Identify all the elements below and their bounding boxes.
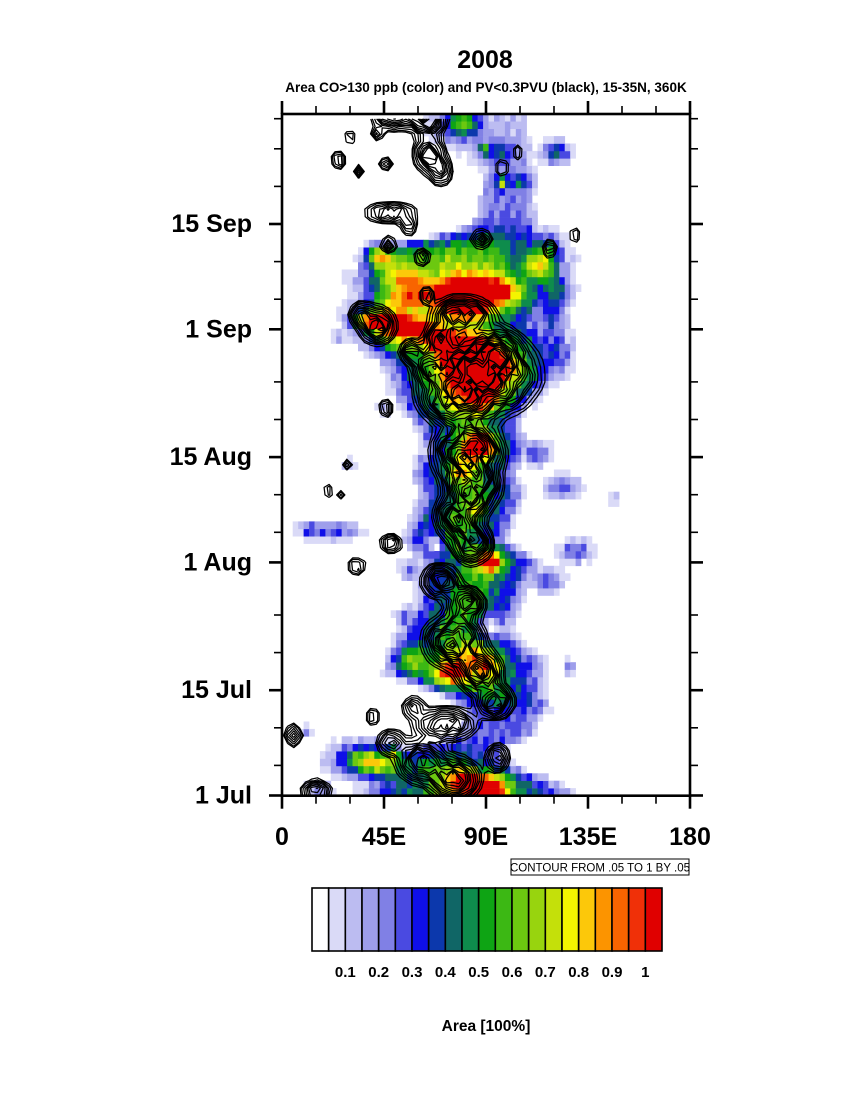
svg-text:15 Sep: 15 Sep: [171, 210, 252, 238]
svg-text:Area [100%]: Area [100%]: [442, 1018, 531, 1035]
svg-text:0.5: 0.5: [468, 964, 489, 981]
svg-text:0.4: 0.4: [435, 964, 457, 981]
svg-text:0.7: 0.7: [535, 964, 556, 981]
svg-text:0: 0: [275, 823, 289, 851]
svg-text:2008: 2008: [457, 46, 513, 74]
svg-text:1: 1: [641, 964, 649, 981]
svg-text:0.8: 0.8: [568, 964, 589, 981]
svg-text:15 Jul: 15 Jul: [181, 676, 252, 704]
svg-text:Area CO>130 ppb (color) and PV: Area CO>130 ppb (color) and PV<0.3PVU (b…: [285, 80, 687, 95]
svg-text:45E: 45E: [362, 823, 406, 851]
svg-text:90E: 90E: [464, 823, 508, 851]
svg-text:1 Sep: 1 Sep: [185, 315, 252, 343]
svg-text:0.9: 0.9: [602, 964, 623, 981]
svg-text:1 Jul: 1 Jul: [195, 782, 252, 810]
svg-text:135E: 135E: [559, 823, 617, 851]
svg-text:CONTOUR FROM .05 TO 1 BY .05: CONTOUR FROM .05 TO 1 BY .05: [510, 863, 690, 875]
svg-text:15 Aug: 15 Aug: [170, 443, 252, 471]
svg-text:1 Aug: 1 Aug: [183, 548, 252, 576]
svg-text:0.1: 0.1: [335, 964, 356, 981]
svg-text:0.2: 0.2: [368, 964, 389, 981]
svg-text:0.6: 0.6: [502, 964, 523, 981]
svg-text:180: 180: [669, 823, 711, 851]
svg-text:0.3: 0.3: [402, 964, 423, 981]
